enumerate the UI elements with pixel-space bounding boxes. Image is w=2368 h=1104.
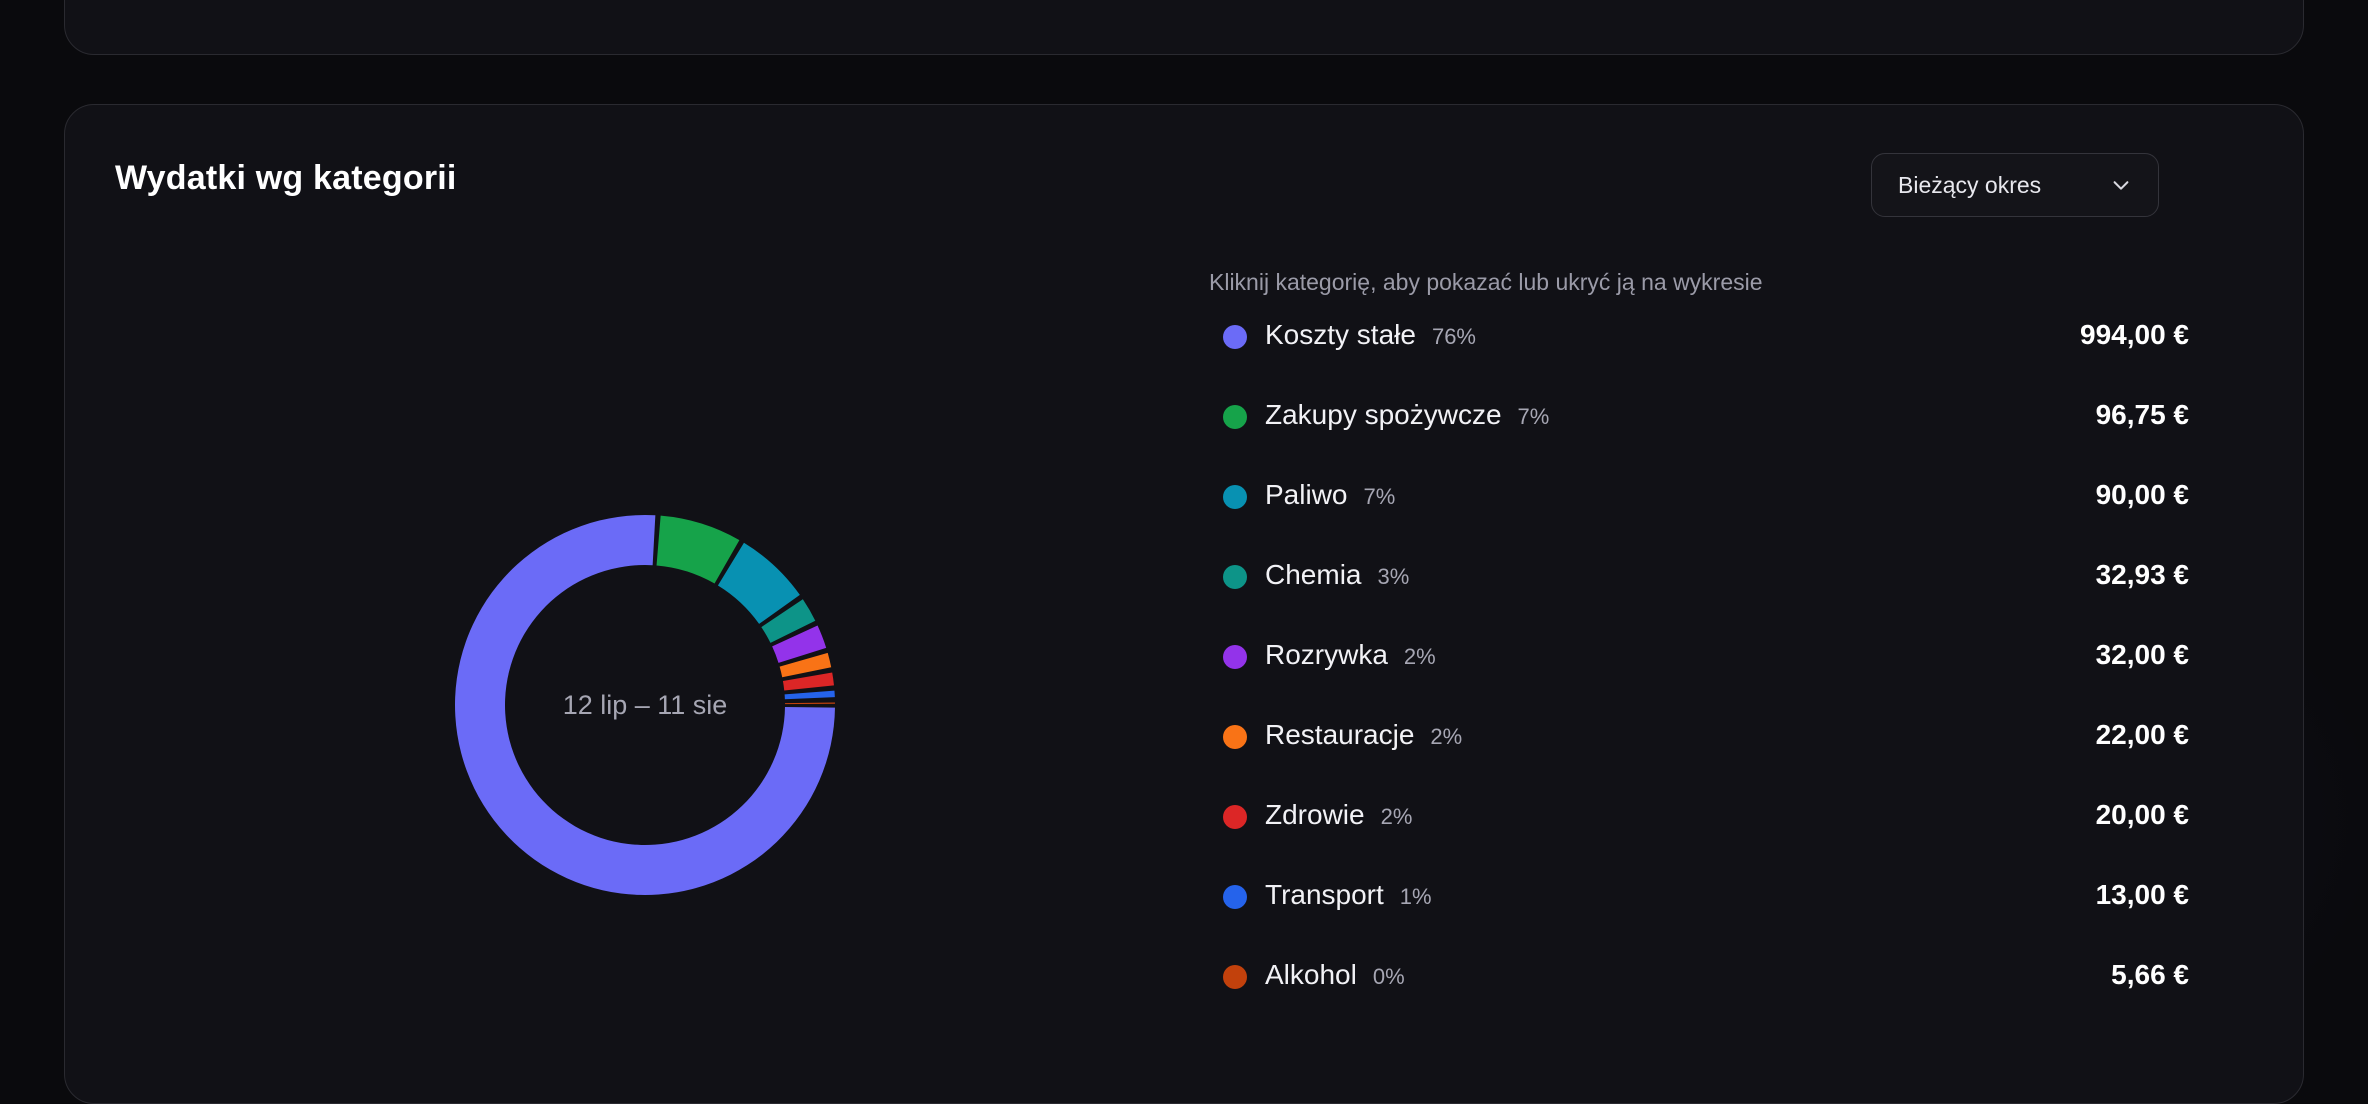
legend-item-amount: 32,93 € xyxy=(2095,559,2189,590)
legend-item-label: Koszty stałe xyxy=(1265,319,1416,350)
chevron-down-icon xyxy=(2113,181,2129,190)
donut-slice[interactable] xyxy=(656,515,740,584)
legend-item-name-group: Koszty stałe 76% xyxy=(1265,319,1476,351)
color-dot-icon xyxy=(1223,965,1247,989)
color-dot-icon xyxy=(1223,565,1247,589)
legend-item-name-group: Restauracje 2% xyxy=(1265,719,1462,751)
legend-item[interactable]: Alkohol 0% 5,66 € xyxy=(1209,937,2309,1017)
legend-item-name-group: Zakupy spożywcze 7% xyxy=(1265,399,1549,431)
legend-item-name-group: Paliwo 7% xyxy=(1265,479,1395,511)
chart-hint: Kliknij kategorię, aby pokazać lub ukryć… xyxy=(1209,269,1763,295)
legend-item[interactable]: Restauracje 2% 22,00 € xyxy=(1209,697,2309,777)
period-select-value: Bieżący okres xyxy=(1898,171,2042,198)
legend-item-label: Transport xyxy=(1265,879,1384,910)
legend-item-label: Restauracje xyxy=(1265,719,1415,750)
legend-item[interactable]: Rozrywka 2% 32,00 € xyxy=(1209,617,2309,697)
legend-item-percent: 2% xyxy=(1403,644,1436,669)
legend-item[interactable]: Koszty stałe 76% 994,00 € xyxy=(1209,297,2309,377)
expenses-by-category-card: Wydatki wg kategorii Bieżący okres Klikn… xyxy=(64,104,2304,1104)
donut-slice[interactable] xyxy=(717,542,800,624)
donut-slice[interactable] xyxy=(761,599,816,643)
color-dot-icon xyxy=(1223,725,1247,749)
legend-item[interactable]: Paliwo 7% 90,00 € xyxy=(1209,457,2309,537)
legend-item-label: Chemia xyxy=(1265,559,1362,590)
previous-card xyxy=(64,0,2304,55)
donut-slice[interactable] xyxy=(772,625,827,663)
legend-item-name-group: Chemia 3% xyxy=(1265,559,1409,591)
legend-item-amount: 90,00 € xyxy=(2095,479,2189,510)
legend-item[interactable]: Zakupy spożywcze 7% 96,75 € xyxy=(1209,377,2309,457)
legend-item-label: Rozrywka xyxy=(1265,639,1388,670)
donut-slice[interactable] xyxy=(779,652,832,678)
legend-item-percent: 2% xyxy=(1430,724,1463,749)
color-dot-icon xyxy=(1223,885,1247,909)
color-dot-icon xyxy=(1223,485,1247,509)
legend-item-amount: 96,75 € xyxy=(2095,399,2189,430)
legend-item-percent: 76% xyxy=(1431,324,1476,349)
legend-item-label: Zdrowie xyxy=(1265,799,1365,830)
legend-item-amount: 994,00 € xyxy=(2080,319,2189,350)
color-dot-icon xyxy=(1223,645,1247,669)
donut-slice[interactable] xyxy=(784,690,835,700)
legend-item-amount: 20,00 € xyxy=(2095,799,2189,830)
legend-item[interactable]: Transport 1% 13,00 € xyxy=(1209,857,2309,937)
donut-slice[interactable] xyxy=(784,702,835,705)
period-select[interactable]: Bieżący okres xyxy=(1871,153,2159,217)
color-dot-icon xyxy=(1223,405,1247,429)
legend-item[interactable]: Chemia 3% 32,93 € xyxy=(1209,537,2309,617)
legend-item-percent: 7% xyxy=(1517,404,1550,429)
card-title: Wydatki wg kategorii xyxy=(115,159,457,197)
legend-item-name-group: Alkohol 0% xyxy=(1265,959,1405,991)
donut-slice[interactable] xyxy=(782,672,834,691)
color-dot-icon xyxy=(1223,325,1247,349)
legend-item-name-group: Transport 1% xyxy=(1265,879,1432,911)
legend-item-label: Paliwo xyxy=(1265,479,1348,510)
legend-item-percent: 3% xyxy=(1377,564,1410,589)
legend-item-percent: 2% xyxy=(1380,804,1413,829)
legend-item-percent: 1% xyxy=(1399,884,1432,909)
donut-chart: 12 lip – 11 sie xyxy=(445,505,845,905)
legend-item-percent: 7% xyxy=(1363,484,1396,509)
legend-item-amount: 22,00 € xyxy=(2095,719,2189,750)
legend-item-amount: 32,00 € xyxy=(2095,639,2189,670)
legend-item-percent: 0% xyxy=(1372,964,1405,989)
legend-item-amount: 13,00 € xyxy=(2095,879,2189,910)
donut-center-label: 12 lip – 11 sie xyxy=(562,689,728,720)
legend-item-label: Alkohol xyxy=(1265,959,1357,990)
legend-item-label: Zakupy spożywcze xyxy=(1265,399,1502,430)
legend-item[interactable]: Zdrowie 2% 20,00 € xyxy=(1209,777,2309,857)
legend-item-name-group: Rozrywka 2% xyxy=(1265,639,1436,671)
legend-item-amount: 5,66 € xyxy=(2111,959,2189,990)
color-dot-icon xyxy=(1223,805,1247,829)
legend-item-name-group: Zdrowie 2% xyxy=(1265,799,1412,831)
